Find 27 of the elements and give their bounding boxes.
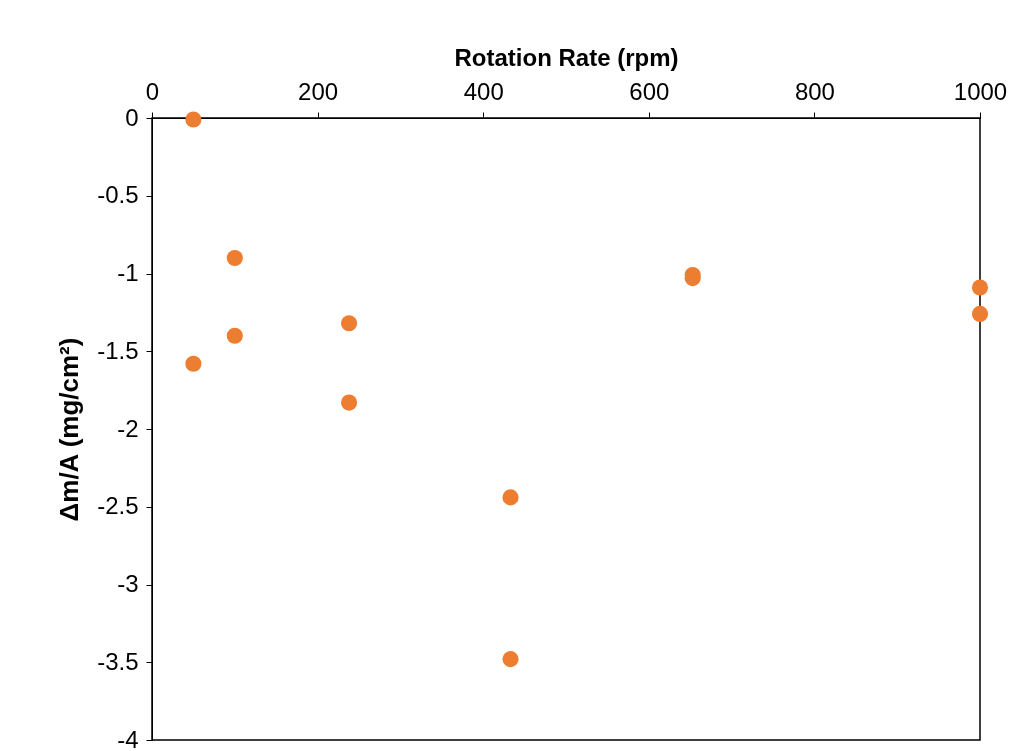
x-tick-label: 800 — [794, 77, 835, 105]
x-tick-label: 0 — [145, 77, 160, 105]
point — [341, 315, 358, 332]
point — [341, 394, 358, 411]
point — [971, 305, 989, 322]
x-tick-label: 600 — [629, 77, 670, 105]
y-tick-label: -4 — [117, 725, 139, 751]
x-tick-label: 1000 — [953, 77, 1008, 105]
y-tick-label: 0 — [125, 103, 139, 131]
x-axis-title: Rotation Rate (rpm) — [454, 43, 679, 71]
y-tick-label: -1 — [117, 259, 139, 286]
y-tick-label: -3.5 — [97, 647, 139, 675]
y-tick-label: -1.5 — [97, 336, 139, 364]
point — [971, 279, 989, 296]
y-tick-label: -2.5 — [97, 492, 139, 520]
y-tick-label: -0.5 — [97, 181, 139, 209]
point — [226, 327, 243, 344]
x-tick-label: 400 — [463, 77, 504, 105]
point — [502, 651, 519, 668]
y-axis-title: Δm/A (mg/cm²) — [54, 337, 85, 522]
y-tick-label: -3 — [117, 570, 139, 597]
point — [185, 111, 202, 128]
point — [185, 355, 202, 372]
point — [502, 489, 519, 506]
x-tick-label: 200 — [298, 77, 339, 105]
y-tick-label: -2 — [117, 414, 139, 442]
point — [226, 249, 243, 266]
